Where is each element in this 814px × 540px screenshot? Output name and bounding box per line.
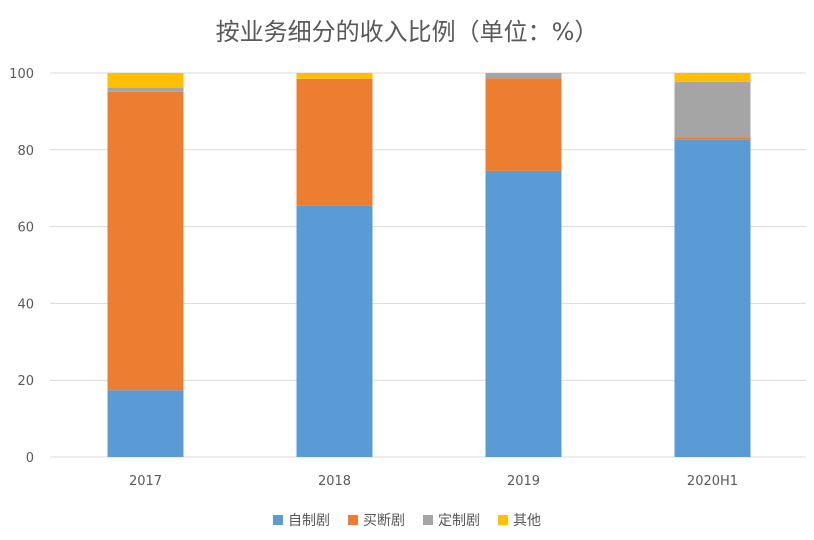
legend-item: 自制剧: [273, 510, 330, 530]
y-tick-label: 40: [17, 297, 34, 312]
y-tick-label: 20: [17, 374, 34, 389]
bar-segment: [674, 73, 751, 82]
y-tick-label: 60: [17, 221, 34, 236]
x-tick-label: 2020H1: [687, 474, 738, 489]
legend-item: 定制剧: [423, 510, 480, 530]
bar-segment: [296, 205, 373, 457]
legend-swatch: [423, 515, 433, 525]
stacked-bar-chart: 0 20 40 60 80 100 2017 2018 2019 2020H1: [9, 67, 806, 489]
y-tick-label: 0: [26, 451, 34, 466]
bar-segment: [296, 73, 373, 79]
legend-swatch: [498, 515, 508, 525]
y-tick-label: 100: [9, 67, 34, 82]
legend-item: 其他: [498, 510, 541, 530]
bar-segment: [674, 81, 751, 138]
bar-segment: [485, 73, 562, 79]
bar-segment: [485, 78, 562, 171]
bar-segment: [107, 91, 184, 391]
x-tick-label: 2018: [318, 474, 351, 489]
bar-segment: [674, 139, 751, 458]
legend-swatch: [348, 515, 358, 525]
bar-segment: [107, 390, 184, 457]
bar-segment: [107, 87, 184, 92]
legend-swatch: [273, 515, 283, 525]
bar-segment: [296, 78, 373, 206]
bar-segment: [674, 137, 751, 140]
x-tick-label: 2017: [129, 474, 162, 489]
legend-label: 买断剧: [363, 513, 405, 529]
bar-segment: [107, 73, 184, 88]
legend-label: 其他: [513, 513, 541, 529]
chart-title: 按业务细分的收入比例（单位：%）: [215, 18, 599, 46]
x-tick-label: 2019: [507, 474, 540, 489]
legend-label: 自制剧: [288, 513, 330, 529]
legend-label: 定制剧: [438, 513, 480, 529]
legend: 自制剧 买断剧 定制剧 其他: [0, 510, 814, 530]
legend-item: 买断剧: [348, 510, 405, 530]
y-tick-label: 80: [17, 144, 34, 159]
bar-segment: [485, 170, 562, 458]
